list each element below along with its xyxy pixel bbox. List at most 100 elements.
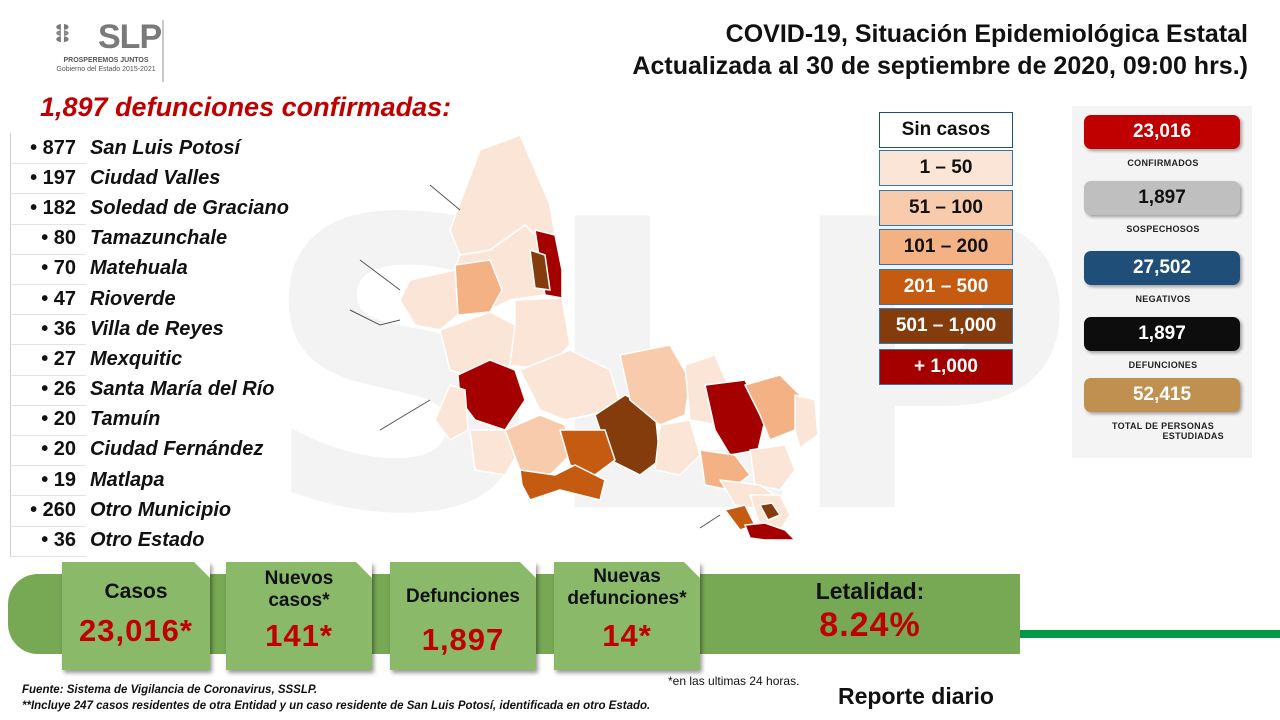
new-cases-label-2: casos* bbox=[268, 590, 330, 611]
row-divider bbox=[10, 163, 86, 165]
row-divider bbox=[10, 435, 86, 436]
map-road bbox=[379, 399, 431, 431]
row-divider bbox=[10, 193, 86, 195]
row-divider bbox=[10, 223, 86, 225]
stat-value: 1,897 bbox=[1084, 181, 1240, 215]
legend-item: + 1,000 bbox=[879, 349, 1013, 385]
municipality-count: 27 bbox=[10, 348, 90, 371]
row-divider bbox=[10, 495, 86, 497]
stat-label: TOTAL DE PERSONAS ESTUDIADAS bbox=[1111, 421, 1224, 441]
lethality-label: Letalidad: bbox=[815, 578, 925, 604]
deaths-heading: 1,897 defunciones confirmadas: bbox=[40, 92, 452, 122]
map-region bbox=[794, 394, 819, 449]
deaths-label: Defunciones bbox=[405, 586, 521, 607]
map-road bbox=[429, 184, 461, 211]
source-note: Fuente: Sistema de Vigilancia de Coronav… bbox=[22, 684, 318, 696]
row-divider bbox=[10, 314, 86, 316]
municipality-name: Matehuala bbox=[90, 257, 188, 280]
municipality-count: 877 bbox=[10, 137, 90, 160]
legend-item: 101 – 200 bbox=[879, 229, 1013, 265]
municipality-name: San Luis Potosí bbox=[90, 136, 241, 159]
row-divider bbox=[10, 465, 86, 467]
stat-label: DEFUNCIONES bbox=[1128, 360, 1198, 370]
municipality-name: Otro Estado bbox=[90, 529, 205, 552]
map-road bbox=[699, 514, 721, 529]
map-region bbox=[749, 444, 796, 491]
row-divider bbox=[10, 253, 86, 255]
municipality-name: Mexquitic bbox=[90, 347, 183, 370]
stat-value: 52,415 bbox=[1084, 378, 1240, 412]
cases-label: Casos bbox=[104, 580, 168, 603]
municipality-name: Otro Municipio bbox=[90, 498, 232, 521]
legend-item: 51 – 100 bbox=[879, 190, 1013, 226]
row-divider bbox=[10, 284, 86, 285]
municipality-name: Ciudad Valles bbox=[90, 166, 221, 189]
municipality-count: 80 bbox=[10, 227, 90, 250]
municipality-count: 70 bbox=[10, 257, 90, 280]
map-region bbox=[469, 429, 521, 476]
stat-value: 1,897 bbox=[1084, 317, 1240, 351]
green-stripe bbox=[1020, 630, 1280, 638]
page-title: COVID-19, Situación Epidemiológica Estat… bbox=[632, 18, 1248, 82]
title-line-1: COVID-19, Situación Epidemiológica Estat… bbox=[725, 20, 1248, 48]
new-cases-card: Nuevos casos* 141* bbox=[226, 562, 372, 670]
municipality-count: 20 bbox=[10, 438, 90, 461]
map-region bbox=[619, 344, 691, 426]
stat-label: SOSPECHOSOS bbox=[1126, 224, 1200, 234]
map-region bbox=[744, 522, 796, 541]
new-deaths-label-2: defunciones* bbox=[567, 588, 687, 609]
map-region bbox=[399, 269, 459, 331]
lethality-value: 8.24% bbox=[819, 606, 921, 644]
municipality-count: 47 bbox=[10, 288, 90, 311]
cases-card: Casos 23,016* bbox=[62, 562, 210, 670]
municipality-name: Ciudad Fernández bbox=[90, 438, 264, 461]
state-map bbox=[349, 134, 819, 541]
municipality-count: 36 bbox=[10, 529, 90, 552]
new-cases-label-1: Nuevos bbox=[264, 568, 334, 589]
legend-item: 201 – 500 bbox=[879, 269, 1013, 305]
stat-value: 27,502 bbox=[1084, 251, 1240, 285]
stat-label: NEGATIVOS bbox=[1135, 294, 1191, 304]
municipality-name: Soledad de Graciano bbox=[90, 196, 289, 219]
map-region bbox=[519, 464, 606, 501]
row-divider bbox=[10, 525, 86, 527]
municipality-count: 182 bbox=[10, 197, 90, 220]
municipality-count: 26 bbox=[10, 378, 90, 401]
map-region bbox=[434, 384, 469, 441]
municipality-name: Tamuín bbox=[90, 408, 161, 431]
map-region bbox=[504, 414, 571, 476]
row-divider bbox=[10, 555, 86, 557]
deaths-card: Defunciones 1,897 bbox=[390, 562, 536, 670]
new-deaths-label-1: Nuevas bbox=[593, 566, 661, 587]
slp-logo-icon bbox=[56, 23, 69, 44]
stat-value: 23,016 bbox=[1084, 115, 1240, 149]
legend-item: 501 – 1,000 bbox=[879, 308, 1013, 344]
municipality-name: Rioverde bbox=[90, 287, 176, 310]
row-divider bbox=[10, 344, 86, 346]
stat-label: CONFIRMADOS bbox=[1127, 158, 1199, 168]
new-deaths-value: 14* bbox=[602, 618, 652, 653]
map-region bbox=[457, 359, 526, 431]
footnote: **Incluye 247 casos residentes de otra E… bbox=[22, 700, 651, 712]
municipality-count: 260 bbox=[10, 499, 90, 522]
municipality-count: 197 bbox=[10, 167, 90, 190]
map-region bbox=[759, 502, 781, 521]
map-road bbox=[349, 309, 401, 326]
map-region bbox=[529, 249, 551, 291]
municipality-name: Tamazunchale bbox=[90, 227, 228, 250]
title-line-2: Actualizada al 30 de septiembre de 2020,… bbox=[632, 52, 1248, 80]
municipality-name: Matlapa bbox=[90, 468, 165, 491]
municipality-name: Santa María del Río bbox=[90, 378, 275, 401]
logo-divider bbox=[162, 20, 164, 82]
map-region bbox=[654, 419, 701, 476]
